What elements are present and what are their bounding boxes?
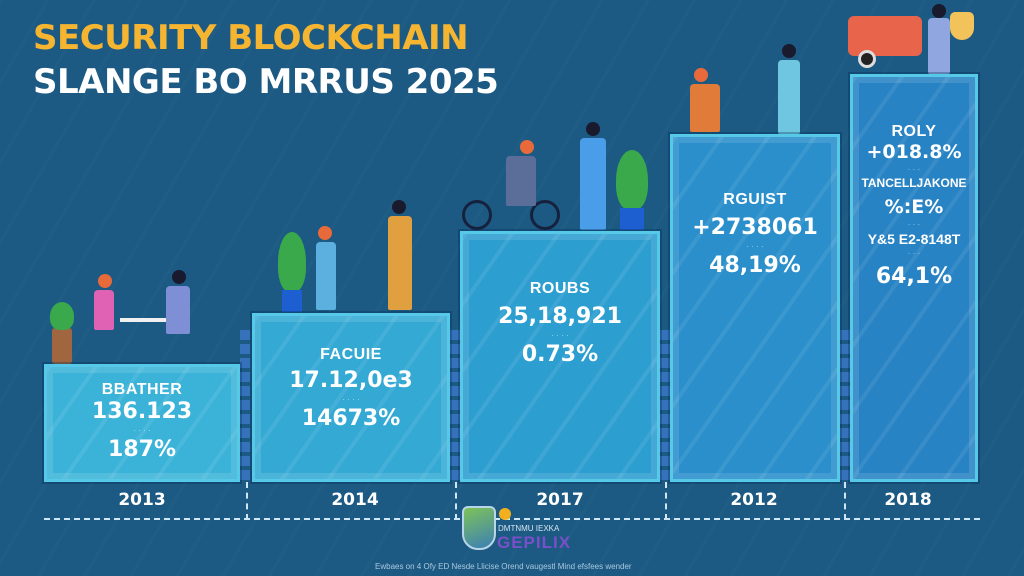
person-icon — [172, 270, 186, 284]
bar-sub-value: %:E% — [884, 196, 944, 218]
shield-icon — [950, 12, 974, 40]
wheel-icon — [530, 200, 560, 230]
year-label: 2018 — [884, 490, 932, 510]
pot-icon — [282, 290, 302, 312]
wheel-icon — [462, 200, 492, 230]
person-body-icon — [506, 156, 536, 206]
bar-fine-print: · · · · — [746, 242, 764, 251]
bar-fine-print: · · · — [907, 249, 921, 258]
year-label: 2017 — [536, 490, 584, 510]
footer-caption: Ewbaes on 4 Ofy ED Nesde Llicise Orend v… — [375, 562, 632, 571]
axis-divider — [246, 482, 248, 520]
decorative-strip — [660, 330, 670, 480]
bar-2017: ROUBS 25,18,921 · · · · 0.73% — [460, 231, 660, 482]
person-body-icon — [94, 290, 114, 330]
bar-label: FACUIE — [320, 346, 382, 363]
table-icon — [120, 318, 180, 322]
badge-icon — [499, 508, 511, 520]
bar-value: 25,18,921 — [498, 304, 622, 329]
year-label: 2012 — [730, 490, 778, 510]
title-line-1: SECURITY BLOCKCHAIN — [33, 18, 469, 58]
bar-2012: RGUIST +2738061 · · · · 48,19% — [670, 134, 840, 482]
bar-range: Y&5 E2-8148T — [867, 231, 961, 247]
person-icon — [932, 4, 946, 18]
bar-label: ROLY — [891, 123, 937, 140]
person-body-icon — [690, 84, 720, 132]
person-body-icon — [166, 286, 190, 334]
year-label: 2013 — [118, 490, 166, 510]
bar-percentage: 48,19% — [709, 253, 801, 278]
x-axis-line — [44, 518, 980, 520]
pot-icon — [620, 208, 644, 230]
bar-fine-print: · · · · — [342, 395, 360, 404]
axis-divider — [844, 482, 846, 520]
bar-value: +2738061 — [692, 215, 818, 240]
plant-icon — [50, 302, 74, 330]
axis-divider — [665, 482, 667, 520]
bar-value: +018.8% — [866, 141, 962, 163]
bar-label: BBATHER — [101, 381, 183, 398]
bar-label: RGUIST — [723, 191, 787, 208]
brand-subtitle: DMTNMU IEXKA — [498, 524, 560, 533]
wheel-icon — [858, 50, 876, 68]
person-body-icon — [778, 60, 800, 134]
bar-2013: BBATHER 136.123 · · · · 187% — [44, 364, 240, 482]
title-line-2: SLANGE BO MRRUS 2025 — [33, 62, 499, 102]
bar-percentage: 0.73% — [521, 342, 599, 367]
person-body-icon — [388, 216, 412, 310]
person-body-icon — [580, 138, 606, 230]
pot-icon — [52, 328, 72, 364]
plant-icon — [278, 232, 306, 292]
person-icon — [98, 274, 112, 288]
bar-sub-label: TANCELLJAKONE — [861, 176, 967, 190]
person-body-icon — [928, 18, 950, 74]
bar-2014: FACUIE 17.12,0e3 · · · · 14673% — [252, 313, 450, 482]
person-body-icon — [316, 242, 336, 310]
brand-name: GEPILIX — [497, 533, 572, 552]
bar-percentage: 14673% — [301, 406, 401, 431]
bar-fine-print: · · · — [907, 220, 921, 229]
bar-percentage: 187% — [108, 437, 176, 462]
person-icon — [782, 44, 796, 58]
person-icon — [586, 122, 600, 136]
bar-percentage: 64,1% — [875, 264, 953, 289]
bar-fine-print: · · · · — [133, 426, 151, 435]
truck-icon — [848, 16, 922, 56]
bar-2018: ROLY +018.8% · · · TANCELLJAKONE %:E% · … — [850, 74, 978, 482]
decorative-strip — [840, 330, 850, 480]
bar-value: 17.12,0e3 — [289, 368, 413, 393]
bar-value: 136.123 — [91, 399, 193, 424]
person-icon — [392, 200, 406, 214]
bar-fine-print: · · · — [907, 165, 921, 174]
person-icon — [318, 226, 332, 240]
person-icon — [520, 140, 534, 154]
bar-fine-print: · · · · — [551, 331, 569, 340]
year-label: 2014 — [331, 490, 379, 510]
bar-label: ROUBS — [529, 280, 591, 297]
person-icon — [694, 68, 708, 82]
plant-icon — [616, 150, 648, 210]
shield-logo-icon — [462, 506, 496, 550]
decorative-strip — [240, 330, 250, 480]
decorative-strip — [450, 330, 460, 480]
axis-divider — [455, 482, 457, 520]
